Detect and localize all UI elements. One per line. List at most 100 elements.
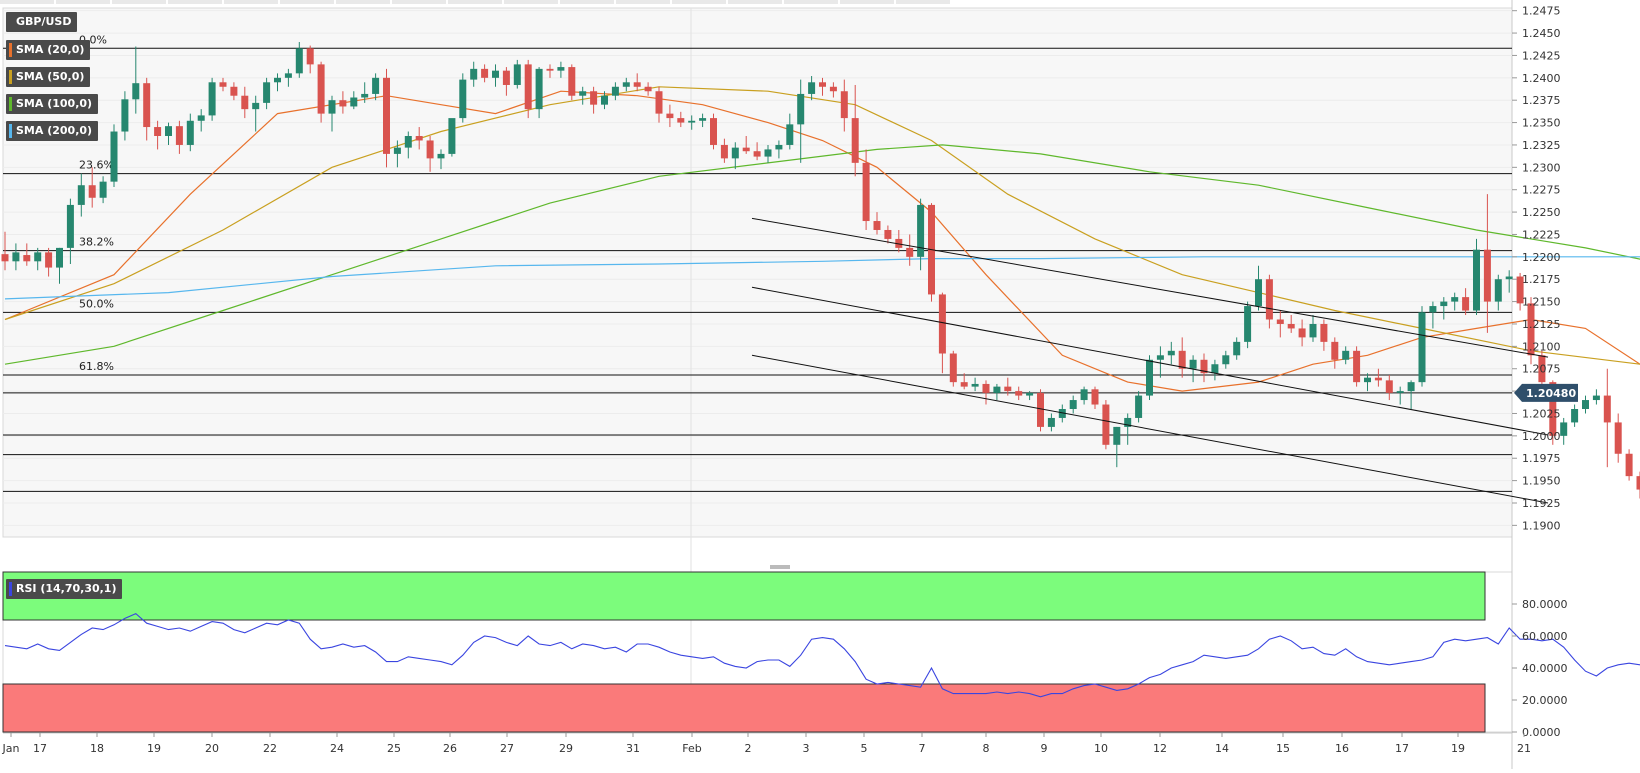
time-axis-label: 17: [33, 742, 47, 755]
time-axis-label: 25: [387, 742, 401, 755]
time-axis-label: 12: [1153, 742, 1167, 755]
candle: [1037, 389, 1044, 431]
candle: [1135, 391, 1142, 422]
candle-body: [274, 78, 281, 82]
candle-body: [961, 382, 968, 386]
sma50-swatch: [9, 70, 12, 84]
toolbar-tab-strip: [504, 0, 558, 4]
candle-body: [285, 73, 292, 77]
toolbar-tab-strip: [280, 0, 334, 4]
time-axis-label: 2: [745, 742, 752, 755]
time-axis-label: 31: [626, 742, 640, 755]
candle-body: [688, 121, 695, 123]
rsi-axis-label: 20.0000: [1522, 694, 1568, 707]
candle-body: [1637, 476, 1640, 489]
candle-body: [459, 80, 466, 118]
candle-body: [263, 82, 270, 103]
candle: [1571, 405, 1578, 427]
candle: [459, 73, 466, 122]
candle: [1582, 396, 1589, 414]
sma50-legend-badge[interactable]: SMA (50,0): [6, 67, 90, 87]
candle-body: [623, 82, 630, 86]
candle-body: [1277, 319, 1284, 323]
time-axis-label: 5: [861, 742, 868, 755]
time-axis-label: 18: [90, 742, 104, 755]
candle-body: [329, 100, 336, 113]
price-axis-label: 1.2475: [1522, 5, 1561, 18]
rsi-legend-badge[interactable]: RSI (14,70,30,1): [6, 579, 122, 599]
candle-body: [1593, 396, 1600, 400]
sma100-swatch: [9, 97, 12, 111]
price-axis-label: 1.2325: [1522, 139, 1561, 152]
candle-body: [154, 127, 161, 136]
sma20-legend-badge[interactable]: SMA (20,0): [6, 40, 90, 60]
candle-body: [1604, 396, 1611, 423]
candle-body: [1506, 277, 1513, 280]
candle-body: [350, 98, 357, 107]
candle-body: [1408, 382, 1415, 391]
candle-body: [1048, 418, 1055, 427]
candle-body: [1146, 360, 1153, 396]
candle: [1146, 355, 1153, 400]
candle-body: [78, 185, 85, 205]
toolbar-tab-strip: [168, 0, 222, 4]
candle-body: [405, 136, 412, 148]
candle-body: [1615, 422, 1622, 453]
candle-body: [56, 248, 63, 268]
fibonacci-level-label: 61.8%: [79, 360, 114, 373]
candle-body: [634, 82, 641, 86]
price-axis-label: 1.2400: [1522, 72, 1561, 85]
price-axis-label: 1.2025: [1522, 407, 1561, 420]
candle-body: [1244, 306, 1251, 342]
candle-body: [372, 78, 379, 94]
price-axis-label: 1.1900: [1522, 519, 1561, 532]
candle-body: [656, 91, 663, 113]
candle-body: [187, 121, 194, 145]
candle-body: [132, 83, 139, 99]
candle-body: [1092, 389, 1099, 404]
candle: [1102, 400, 1109, 449]
time-axis-label: 24: [330, 742, 344, 755]
candle-body: [972, 384, 979, 387]
candle-body: [786, 124, 793, 145]
candle-body: [1560, 422, 1567, 435]
candle-body: [699, 118, 706, 121]
candle-body: [89, 185, 96, 198]
toolbar-tab-strip: [896, 0, 950, 4]
candle-body: [983, 384, 990, 393]
candle-body: [1299, 328, 1306, 337]
candle-body: [797, 94, 804, 124]
sma100-legend-badge[interactable]: SMA (100,0): [6, 94, 98, 114]
toolbar-tab-strip: [840, 0, 894, 4]
rsi-axis-label: 0.0000: [1522, 726, 1561, 739]
time-axis-label: 7: [919, 742, 926, 755]
candle-body: [1440, 302, 1447, 306]
candle: [448, 118, 455, 156]
candle-body: [470, 69, 477, 80]
candle-body: [906, 248, 913, 257]
rsi-axis-label: 80.0000: [1522, 598, 1568, 611]
candle-body: [1353, 351, 1360, 382]
candle-body: [1375, 378, 1382, 381]
time-axis-label: Jan: [2, 742, 20, 755]
candle-body: [1484, 250, 1491, 302]
candle-body: [1462, 297, 1469, 310]
candle-body: [1037, 393, 1044, 427]
candle-body: [1222, 355, 1229, 364]
candle-body: [765, 149, 772, 156]
candle-body: [1233, 342, 1240, 355]
sma200-legend-badge[interactable]: SMA (200,0): [6, 121, 98, 141]
candle-body: [514, 64, 521, 85]
fibonacci-level-label: 38.2%: [79, 236, 114, 249]
price-axis-label: 1.2200: [1522, 251, 1561, 264]
time-axis-label: 8: [983, 742, 990, 755]
candle-body: [1004, 387, 1011, 391]
candle: [1560, 418, 1567, 445]
time-axis-label: 15: [1276, 742, 1290, 755]
candle-body: [2, 254, 9, 261]
candle: [1353, 346, 1360, 386]
candle-body: [45, 252, 52, 267]
toolbar-tab-strip: [224, 0, 278, 4]
sma200-label: SMA (200,0): [16, 124, 92, 137]
